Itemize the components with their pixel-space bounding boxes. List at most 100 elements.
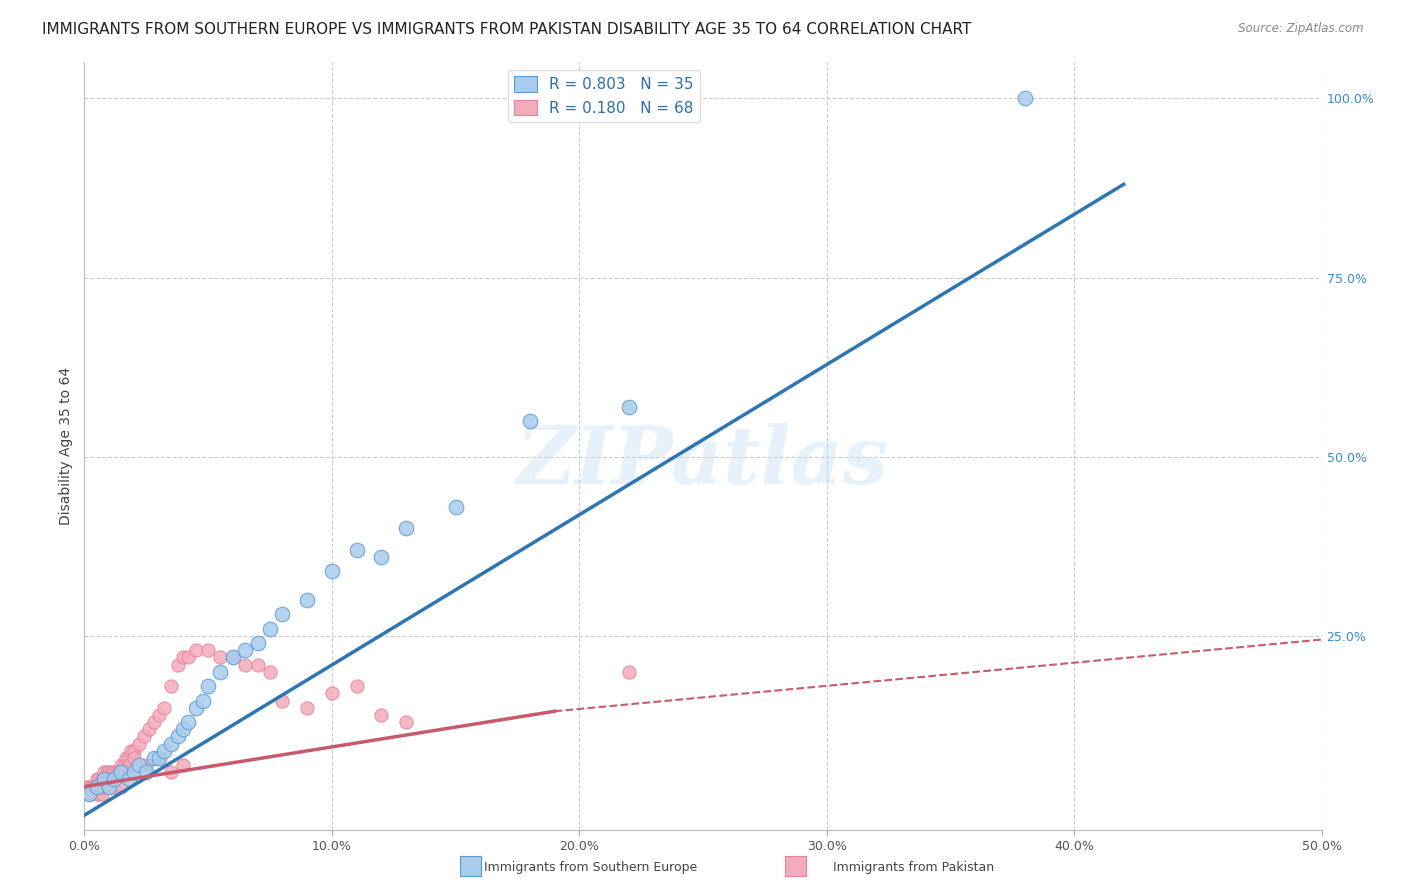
Point <box>90 780 112 794</box>
Point <box>177 714 200 729</box>
Point <box>98 780 121 794</box>
Point <box>96 780 118 794</box>
Point <box>122 744 145 758</box>
Point <box>96 765 118 780</box>
Point <box>110 765 132 780</box>
Point <box>93 765 115 780</box>
Text: Source: ZipAtlas.com: Source: ZipAtlas.com <box>1239 22 1364 36</box>
Point <box>128 737 150 751</box>
Point <box>86 780 108 794</box>
Point <box>209 665 232 679</box>
Point <box>222 650 245 665</box>
Point <box>138 722 160 736</box>
Point <box>152 700 174 714</box>
Point <box>160 765 183 780</box>
Point <box>395 714 418 729</box>
Point <box>103 765 125 780</box>
Point <box>148 751 170 765</box>
Point <box>370 707 392 722</box>
Point <box>118 772 141 787</box>
Point <box>222 650 245 665</box>
Point <box>100 765 122 780</box>
Point <box>93 772 115 787</box>
Point <box>100 772 122 787</box>
Point <box>79 787 101 801</box>
Point <box>184 643 207 657</box>
Point <box>172 758 194 772</box>
Point <box>395 521 418 535</box>
Point <box>110 758 132 772</box>
Point <box>142 751 165 765</box>
Point <box>98 780 121 794</box>
Point <box>148 707 170 722</box>
Point <box>122 765 145 780</box>
Point <box>76 780 98 794</box>
Point <box>295 700 318 714</box>
Point <box>233 643 256 657</box>
Point <box>79 780 101 794</box>
Point <box>160 679 183 693</box>
Point <box>271 607 294 622</box>
Point <box>259 665 281 679</box>
Point <box>103 772 125 787</box>
Point <box>110 780 132 794</box>
Point <box>172 650 194 665</box>
Point <box>112 758 135 772</box>
Text: IMMIGRANTS FROM SOUTHERN EUROPE VS IMMIGRANTS FROM PAKISTAN DISABILITY AGE 35 TO: IMMIGRANTS FROM SOUTHERN EUROPE VS IMMIG… <box>42 22 972 37</box>
Point <box>108 765 131 780</box>
Point <box>103 780 125 794</box>
Point <box>167 730 190 744</box>
Point <box>79 787 101 801</box>
Point <box>295 593 318 607</box>
Point <box>135 765 157 780</box>
Point <box>98 772 121 787</box>
Point <box>86 787 108 801</box>
Point <box>172 722 194 736</box>
Point <box>209 650 232 665</box>
Point <box>246 657 269 672</box>
Point <box>177 650 200 665</box>
Point <box>105 765 128 780</box>
Point <box>444 500 467 514</box>
Point <box>135 758 157 772</box>
Point <box>617 665 640 679</box>
Point <box>90 772 112 787</box>
Point <box>120 744 142 758</box>
Point <box>160 737 183 751</box>
Point <box>370 550 392 565</box>
Point <box>142 714 165 729</box>
Point <box>148 751 170 765</box>
Point <box>89 772 111 787</box>
Point <box>118 758 141 772</box>
Point <box>519 414 541 428</box>
Point <box>80 780 103 794</box>
Point <box>259 622 281 636</box>
Point <box>115 751 138 765</box>
Point <box>346 679 368 693</box>
Point <box>271 693 294 707</box>
Point <box>246 636 269 650</box>
Legend: R = 0.803   N = 35, R = 0.180   N = 68: R = 0.803 N = 35, R = 0.180 N = 68 <box>508 70 700 122</box>
Point <box>86 772 108 787</box>
Point <box>346 543 368 558</box>
Point <box>233 657 256 672</box>
Point <box>83 780 105 794</box>
Y-axis label: Disability Age 35 to 64: Disability Age 35 to 64 <box>59 367 73 525</box>
Point <box>98 765 121 780</box>
Point <box>152 744 174 758</box>
Point <box>110 765 132 780</box>
Point <box>617 400 640 414</box>
Point <box>197 643 219 657</box>
Point <box>93 772 115 787</box>
Point <box>96 772 118 787</box>
Point <box>86 780 108 794</box>
Text: ZIPatlas: ZIPatlas <box>517 423 889 500</box>
Point <box>1014 91 1036 105</box>
Point <box>128 758 150 772</box>
Point <box>321 686 343 700</box>
Point <box>191 693 214 707</box>
Point <box>118 751 141 765</box>
Point <box>184 700 207 714</box>
Point <box>103 772 125 787</box>
Point <box>167 657 190 672</box>
